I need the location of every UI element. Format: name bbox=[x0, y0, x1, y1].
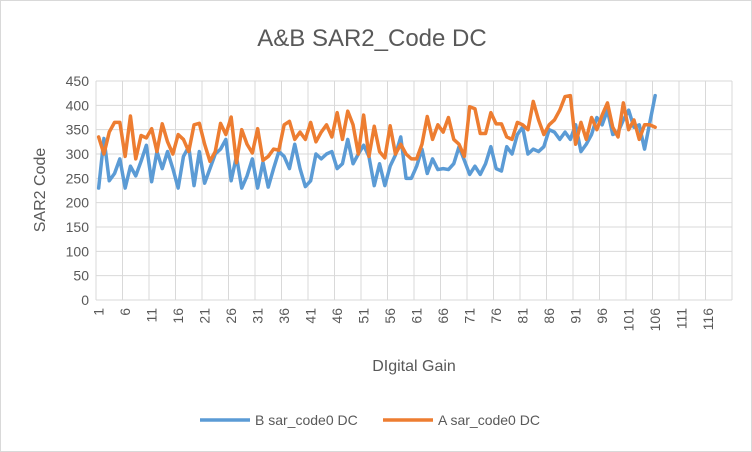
x-tick-label: 1 bbox=[91, 308, 107, 316]
x-tick-label: 16 bbox=[170, 308, 186, 324]
y-tick-label: 250 bbox=[66, 170, 90, 186]
x-tick-label: 56 bbox=[382, 308, 398, 324]
series-lines bbox=[96, 93, 657, 190]
x-tick-label: 46 bbox=[329, 308, 345, 324]
x-tick-label: 101 bbox=[621, 308, 637, 332]
series-line-b bbox=[96, 93, 657, 190]
y-tick-label: 0 bbox=[81, 292, 89, 308]
chart-title: A&B SAR2_Code DC bbox=[257, 25, 486, 52]
y-axis-title: SAR2 Code bbox=[32, 148, 49, 233]
x-tick-label: 81 bbox=[515, 308, 531, 324]
x-tick-label: 71 bbox=[462, 308, 478, 324]
y-tick-label: 200 bbox=[66, 195, 90, 211]
y-tick-label: 350 bbox=[66, 122, 90, 138]
legend-label: B sar_code0 DC bbox=[255, 412, 358, 428]
x-tick-label: 116 bbox=[700, 308, 716, 331]
legend: B sar_code0 DC A sar_code0 DC bbox=[200, 412, 540, 428]
y-tick-label: 150 bbox=[66, 219, 90, 235]
series-line-a bbox=[96, 93, 657, 165]
grid bbox=[95, 80, 733, 301]
legend-label: A sar_code0 DC bbox=[438, 412, 540, 428]
x-tick-label: 26 bbox=[223, 308, 239, 324]
x-tick-label: 51 bbox=[356, 308, 372, 324]
x-tick-label: 6 bbox=[117, 308, 133, 316]
x-tick-label: 86 bbox=[541, 308, 557, 324]
x-tick-label: 11 bbox=[144, 308, 160, 323]
x-tick-label: 106 bbox=[647, 308, 663, 332]
x-tick-label: 111 bbox=[674, 308, 690, 329]
x-tick-label: 66 bbox=[435, 308, 451, 324]
y-tick-label: 50 bbox=[73, 268, 89, 284]
x-axis-title: DIgital Gain bbox=[372, 358, 456, 375]
x-tick-label: 61 bbox=[409, 308, 425, 324]
y-tick-label: 400 bbox=[66, 97, 90, 113]
x-tick-label: 41 bbox=[303, 308, 319, 324]
x-tick-label: 76 bbox=[488, 308, 504, 324]
x-tick-label: 36 bbox=[276, 308, 292, 324]
x-tick-label: 91 bbox=[568, 308, 584, 324]
y-tick-label: 300 bbox=[66, 146, 90, 162]
x-tick-label: 21 bbox=[197, 308, 213, 324]
y-tick-label: 450 bbox=[66, 73, 90, 89]
y-tick-label: 100 bbox=[66, 243, 90, 259]
x-tick-label: 31 bbox=[250, 308, 266, 324]
x-tick-label: 96 bbox=[594, 308, 610, 324]
